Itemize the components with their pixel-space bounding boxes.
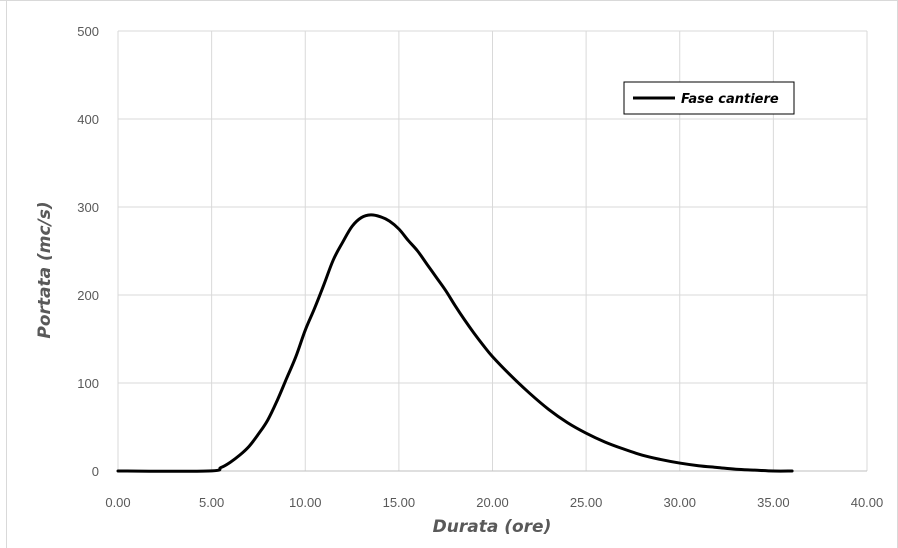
y-tick-label: 300 (77, 200, 99, 215)
y-axis-title: Portata (mc/s) (35, 201, 55, 338)
x-tick-label: 5.00 (199, 495, 224, 510)
x-tick-label: 30.00 (663, 495, 696, 510)
x-tick-label: 20.00 (476, 495, 509, 510)
x-axis-title: Durata (ore) (433, 517, 552, 537)
y-tick-label: 0 (92, 464, 99, 479)
y-tick-label: 200 (77, 288, 99, 303)
chart-left-edge (6, 0, 7, 548)
legend: Fase cantiere (623, 81, 795, 115)
x-tick-label: 0.00 (105, 495, 130, 510)
series-layer (116, 213, 794, 473)
series-line-0 (116, 213, 794, 473)
y-tick-label: 400 (77, 112, 99, 127)
x-tick-label: 35.00 (757, 495, 790, 510)
x-tick-label: 10.00 (289, 495, 322, 510)
x-tick-label: 40.00 (851, 495, 884, 510)
y-tick-label: 500 (77, 24, 99, 39)
y-tick-label: 100 (77, 376, 99, 391)
axis-layer: 0.00 5.00 10.00 15.00 20.00 25.00 30.00 35.00 40… (77, 24, 883, 510)
x-tick-label: 15.00 (383, 495, 416, 510)
legend-label-fase-cantiere: Fase cantiere (681, 92, 779, 107)
x-tick-label: 25.00 (570, 495, 603, 510)
